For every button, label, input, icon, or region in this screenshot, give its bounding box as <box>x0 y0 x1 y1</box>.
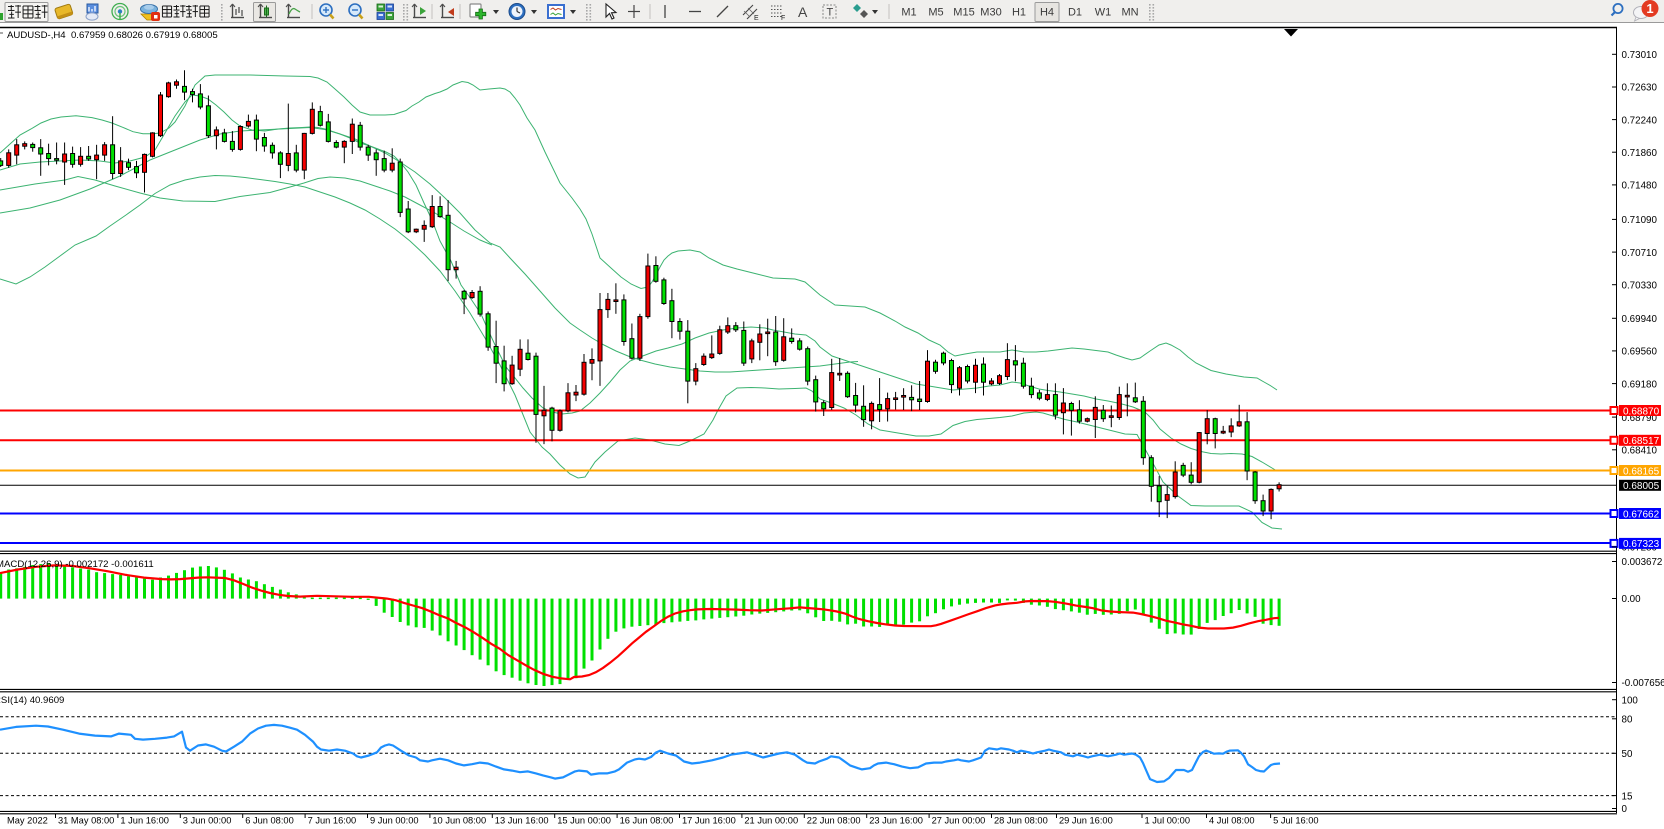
svg-text:0.71860: 0.71860 <box>1622 148 1658 159</box>
svg-text:-0.007656: -0.007656 <box>1622 678 1664 689</box>
svg-text:80: 80 <box>1622 715 1633 726</box>
svg-text:0.72630: 0.72630 <box>1622 83 1658 94</box>
svg-text:16 Jun 08:00: 16 Jun 08:00 <box>620 816 674 826</box>
svg-text:28 Jun 08:00: 28 Jun 08:00 <box>994 816 1048 826</box>
svg-text:MACD(12,26,9) -0.002172 -0.001: MACD(12,26,9) -0.002172 -0.001611 <box>0 559 154 570</box>
svg-text:21 Jun 00:00: 21 Jun 00:00 <box>744 816 798 826</box>
svg-text:F: F <box>781 15 785 22</box>
svg-text:0.71090: 0.71090 <box>1622 215 1658 226</box>
svg-text:0.72240: 0.72240 <box>1622 115 1658 126</box>
svg-text:T: T <box>827 7 834 19</box>
svg-text:A: A <box>798 4 808 20</box>
svg-text:0.67662: 0.67662 <box>1623 509 1660 520</box>
svg-text:M30: M30 <box>980 7 1001 19</box>
svg-text:0.71480: 0.71480 <box>1622 181 1658 192</box>
svg-text:H1: H1 <box>1012 7 1026 19</box>
svg-text:M15: M15 <box>953 7 974 19</box>
svg-text:1: 1 <box>1646 1 1653 16</box>
svg-text:22 Jun 08:00: 22 Jun 08:00 <box>807 816 861 826</box>
svg-text:May 2022: May 2022 <box>7 816 48 826</box>
svg-text:0.003672: 0.003672 <box>1622 557 1663 568</box>
svg-text:D1: D1 <box>1068 7 1082 19</box>
svg-text:50: 50 <box>1622 749 1633 760</box>
svg-text:0.68870: 0.68870 <box>1623 406 1660 417</box>
svg-text:M5: M5 <box>928 7 943 19</box>
svg-text:0.69180: 0.69180 <box>1622 379 1658 390</box>
svg-text:15 Jun 00:00: 15 Jun 00:00 <box>557 816 611 826</box>
svg-text:5 Jul 16:00: 5 Jul 16:00 <box>1273 816 1319 826</box>
svg-text:27 Jun 00:00: 27 Jun 00:00 <box>932 816 986 826</box>
svg-text:0.68517: 0.68517 <box>1623 436 1660 447</box>
svg-text:13 Jun 16:00: 13 Jun 16:00 <box>495 816 549 826</box>
svg-text:17 Jun 16:00: 17 Jun 16:00 <box>682 816 736 826</box>
svg-text:W1: W1 <box>1095 7 1112 19</box>
svg-text:0.70330: 0.70330 <box>1622 280 1658 291</box>
svg-text:100: 100 <box>1622 695 1639 706</box>
svg-text:E: E <box>754 15 759 22</box>
svg-text:0.67323: 0.67323 <box>1623 539 1660 550</box>
svg-text:0.68005: 0.68005 <box>1623 481 1660 492</box>
svg-text:RSI(14) 40.9609: RSI(14) 40.9609 <box>0 695 64 706</box>
svg-text:0.68165: 0.68165 <box>1623 466 1660 477</box>
svg-text:23 Jun 16:00: 23 Jun 16:00 <box>869 816 923 826</box>
svg-text:H4: H4 <box>1040 7 1054 19</box>
svg-text:7 Jun 16:00: 7 Jun 16:00 <box>308 816 357 826</box>
svg-text:15: 15 <box>1622 791 1633 802</box>
svg-text:0.00: 0.00 <box>1622 594 1642 605</box>
svg-text:9 Jun 00:00: 9 Jun 00:00 <box>370 816 419 826</box>
svg-text:29 Jun 16:00: 29 Jun 16:00 <box>1059 816 1113 826</box>
svg-text:3 Jun 00:00: 3 Jun 00:00 <box>183 816 232 826</box>
svg-text:4 Jul 08:00: 4 Jul 08:00 <box>1209 816 1255 826</box>
svg-text:6 Jun 08:00: 6 Jun 08:00 <box>245 816 294 826</box>
svg-text:0.69940: 0.69940 <box>1622 314 1658 325</box>
svg-text:0.68790: 0.68790 <box>1622 413 1658 424</box>
svg-text:31 May 08:00: 31 May 08:00 <box>58 816 114 826</box>
svg-text:MN: MN <box>1121 7 1138 19</box>
svg-text:0.70710: 0.70710 <box>1622 248 1658 259</box>
svg-text:10 Jun 08:00: 10 Jun 08:00 <box>432 816 486 826</box>
svg-text:0.73010: 0.73010 <box>1622 50 1658 61</box>
svg-text:0.68410: 0.68410 <box>1622 446 1658 457</box>
svg-text:1 Jun 16:00: 1 Jun 16:00 <box>120 816 169 826</box>
svg-text:1 Jul 00:00: 1 Jul 00:00 <box>1145 816 1191 826</box>
svg-text:AUDUSD-,H4 0.67959 0.68026 0.: AUDUSD-,H4 0.67959 0.68026 0.67919 0.680… <box>7 30 218 41</box>
svg-text:0.69560: 0.69560 <box>1622 347 1658 358</box>
svg-text:M1: M1 <box>901 7 916 19</box>
svg-text:0: 0 <box>1622 804 1628 815</box>
